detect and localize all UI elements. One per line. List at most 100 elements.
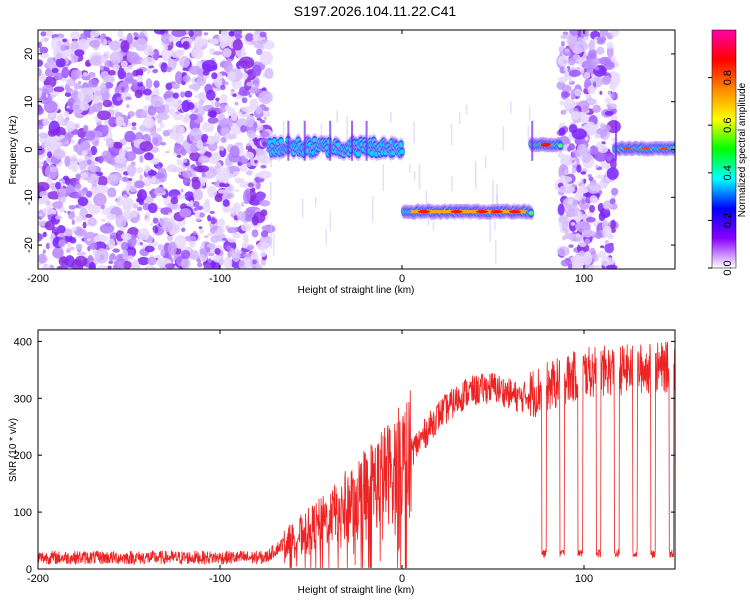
noise-blob bbox=[564, 205, 580, 217]
noise-blob bbox=[130, 41, 139, 47]
noise-blob bbox=[189, 135, 195, 141]
noise-blob bbox=[149, 190, 153, 195]
noise-blob bbox=[86, 217, 98, 227]
noise-blob bbox=[585, 94, 591, 100]
noise-blob bbox=[150, 131, 158, 138]
noise-blob bbox=[124, 72, 134, 83]
noise-blob bbox=[196, 205, 204, 210]
noise-blob bbox=[578, 40, 588, 53]
noise-blob bbox=[580, 171, 587, 175]
noise-blob bbox=[143, 88, 152, 96]
noise-blob bbox=[78, 80, 82, 85]
noise-blob bbox=[97, 175, 108, 187]
noise-blob bbox=[42, 231, 47, 238]
noise-blob bbox=[143, 176, 152, 187]
noise-blob bbox=[133, 36, 139, 41]
noise-blob bbox=[579, 184, 587, 195]
noise-blob bbox=[44, 220, 55, 231]
noise-blob bbox=[260, 209, 268, 217]
noise-blob bbox=[604, 163, 611, 169]
noise-blob bbox=[599, 30, 609, 38]
noise-blob bbox=[568, 77, 573, 84]
noise-blob bbox=[85, 61, 90, 67]
noise-blob bbox=[240, 125, 247, 133]
noise-blob bbox=[245, 114, 256, 128]
noise-blob bbox=[607, 90, 612, 96]
noise-blob bbox=[232, 202, 241, 213]
noise-blob bbox=[70, 69, 78, 82]
noise-blob bbox=[201, 59, 218, 72]
noise-blob bbox=[64, 91, 72, 97]
noise-blob bbox=[176, 158, 183, 166]
noise-blob bbox=[592, 104, 602, 113]
noise-blob bbox=[116, 195, 124, 207]
band-peak bbox=[476, 210, 489, 214]
noise-blob bbox=[131, 209, 138, 218]
noise-blob bbox=[115, 116, 125, 127]
noise-blob bbox=[89, 242, 98, 251]
noise-blob bbox=[558, 222, 563, 228]
noise-blob bbox=[139, 241, 143, 246]
noise-blob bbox=[201, 121, 215, 133]
faint-streak bbox=[320, 124, 323, 144]
x-tick-label: -100 bbox=[209, 273, 231, 285]
noise-blob bbox=[222, 191, 235, 200]
noise-blob bbox=[207, 185, 218, 198]
noise-blob bbox=[93, 184, 109, 194]
x-tick-label: -200 bbox=[27, 273, 49, 285]
noise-blob bbox=[147, 256, 157, 266]
noise-blob bbox=[556, 81, 566, 90]
noise-blob bbox=[230, 89, 235, 92]
noise-blob bbox=[575, 233, 581, 238]
noise-blob bbox=[167, 129, 173, 133]
faint-streak bbox=[425, 190, 428, 213]
noise-blob bbox=[114, 86, 120, 94]
noise-blob bbox=[102, 124, 109, 135]
noise-blob bbox=[191, 178, 201, 190]
noise-blob bbox=[164, 263, 174, 269]
band-peak bbox=[641, 147, 650, 151]
noise-blob bbox=[195, 217, 201, 222]
noise-blob bbox=[38, 145, 45, 156]
noise-blob bbox=[121, 241, 129, 251]
snr-frame bbox=[37, 329, 676, 570]
band-peak bbox=[450, 210, 463, 214]
noise-blob bbox=[568, 69, 581, 77]
noise-blob bbox=[260, 251, 267, 257]
noise-blob bbox=[248, 94, 252, 98]
noise-blob bbox=[198, 99, 204, 106]
noise-blob bbox=[131, 262, 135, 267]
noise-blob bbox=[190, 212, 195, 215]
noise-blob bbox=[193, 207, 197, 212]
noise-blob bbox=[600, 176, 611, 186]
noise-blob bbox=[132, 203, 138, 209]
noise-blob bbox=[38, 41, 42, 49]
faint-streak bbox=[301, 198, 304, 218]
noise-blob bbox=[246, 143, 251, 147]
noise-blob bbox=[131, 126, 137, 131]
noise-blob bbox=[192, 200, 200, 208]
noise-blob bbox=[560, 40, 565, 47]
noise-blob bbox=[229, 145, 240, 159]
noise-blob bbox=[134, 37, 148, 52]
noise-blob bbox=[93, 234, 109, 244]
noise-blob bbox=[120, 232, 132, 241]
noise-blob bbox=[168, 35, 174, 43]
y-tick-label: 10 bbox=[23, 96, 35, 108]
noise-blob bbox=[55, 52, 63, 60]
noise-blob bbox=[581, 199, 585, 205]
noise-blob bbox=[228, 226, 238, 234]
band-streak bbox=[531, 120, 534, 161]
noise-blob bbox=[94, 248, 109, 264]
faint-streak bbox=[346, 115, 349, 142]
noise-blob bbox=[577, 36, 583, 42]
noise-blob bbox=[139, 155, 144, 163]
noise-blob bbox=[594, 150, 608, 162]
noise-blob bbox=[604, 97, 612, 104]
noise-blob bbox=[583, 72, 591, 79]
noise-blob bbox=[175, 167, 185, 173]
noise-blob bbox=[262, 127, 266, 132]
noise-blob bbox=[589, 204, 595, 213]
noise-blob bbox=[38, 160, 42, 168]
colorbar-ticks: 0.0 0.2 0.4 0.6 0.8 bbox=[708, 70, 734, 276]
